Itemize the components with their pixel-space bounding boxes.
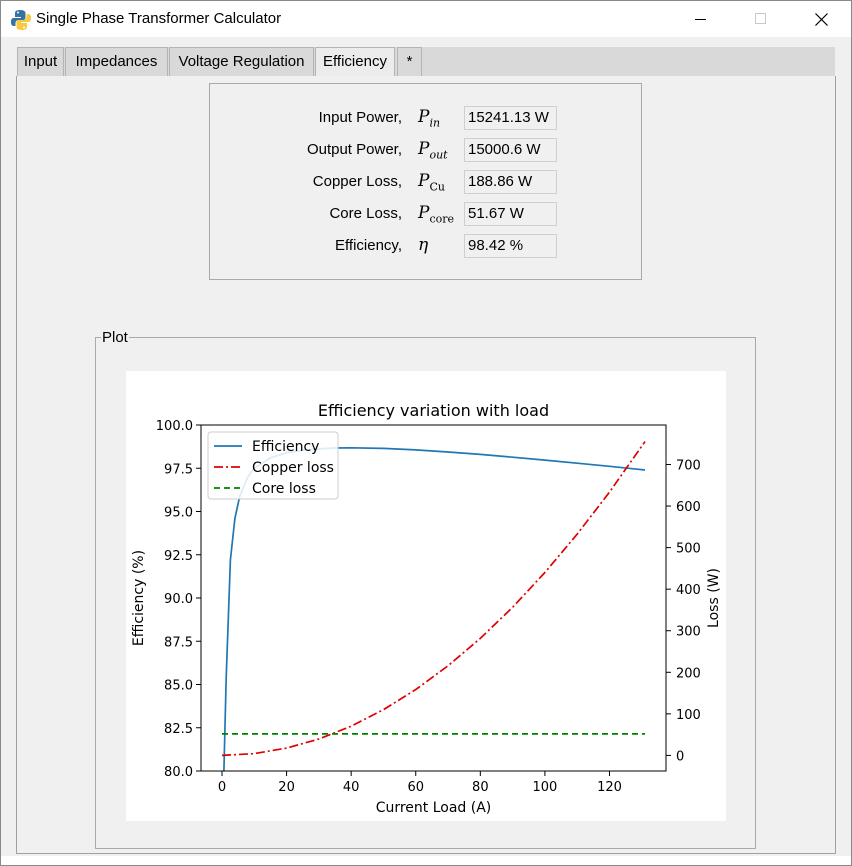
copper-loss-label: Copper Loss, xyxy=(312,173,402,190)
close-button[interactable] xyxy=(793,1,851,37)
x-tick-label: 0 xyxy=(218,780,226,795)
y2-tick-label: 600 xyxy=(676,500,701,515)
efficiency-symbol: η xyxy=(418,235,428,255)
plot-groupbox-title: Plot xyxy=(101,329,129,346)
legend-label: Efficiency xyxy=(252,439,319,455)
title-bar: Single Phase Transformer Calculator xyxy=(1,1,851,37)
x-tick-label: 100 xyxy=(532,780,557,795)
x-axis-label: Current Load (A) xyxy=(376,800,492,816)
plot-canvas: Efficiency variation with load 0 20 40 60 80 1… xyxy=(126,371,726,821)
y-tick-label: 85.0 xyxy=(164,679,193,694)
window-bottom-edge xyxy=(1,856,851,865)
input-power-row: Input Power, Pin 15241.13 W xyxy=(210,106,643,132)
input-power-label: Input Power, xyxy=(318,109,402,126)
y-tick-label: 87.5 xyxy=(164,635,193,650)
x-tick-label: 60 xyxy=(407,780,424,795)
plot-groupbox xyxy=(95,337,756,849)
window-title: Single Phase Transformer Calculator xyxy=(36,10,282,27)
maximize-icon xyxy=(755,13,766,24)
minimize-button[interactable] xyxy=(673,1,731,37)
y2-tick-label: 500 xyxy=(676,542,701,557)
input-power-value[interactable]: 15241.13 W xyxy=(464,106,557,130)
y2-tick-label: 200 xyxy=(676,666,701,681)
y-tick-label: 82.5 xyxy=(164,722,193,737)
core-loss-row: Core Loss, Pcore 51.67 W xyxy=(210,202,643,228)
output-power-value[interactable]: 15000.6 W xyxy=(464,138,557,162)
efficiency-symbol-base: η xyxy=(418,235,429,255)
tab-new[interactable]: * xyxy=(397,47,422,76)
y-axis-label: Efficiency (%) xyxy=(131,550,147,646)
input-power-symbol-base: P xyxy=(418,107,430,127)
efficiency-chart: Efficiency variation with load 0 20 40 60 80 1… xyxy=(131,401,722,816)
copper-loss-symbol-base: P xyxy=(418,171,430,191)
y2-tick-label: 300 xyxy=(676,625,701,640)
y2-tick-label: 100 xyxy=(676,708,701,723)
core-loss-symbol: Pcore xyxy=(418,203,454,225)
output-power-symbol-base: P xyxy=(418,139,430,159)
efficiency-row: Efficiency, η 98.42 % xyxy=(210,234,643,260)
y2-tick-label: 700 xyxy=(676,458,701,473)
efficiency-label: Efficiency, xyxy=(335,237,402,254)
output-power-row: Output Power, Pout 15000.6 W xyxy=(210,138,643,164)
legend-label: Copper loss xyxy=(252,460,334,476)
y2-tick-label: 0 xyxy=(676,749,684,764)
maximize-button[interactable] xyxy=(733,1,791,37)
input-power-symbol-sub: in xyxy=(429,116,441,130)
output-power-label: Output Power, xyxy=(306,141,402,158)
output-power-symbol-sub: out xyxy=(429,148,448,162)
tab-input[interactable]: Input xyxy=(17,47,64,76)
y-tick-label: 95.0 xyxy=(164,506,193,521)
copper-loss-value[interactable]: 188.86 W xyxy=(464,170,557,194)
core-loss-symbol-sub: core xyxy=(429,212,455,226)
legend-box xyxy=(207,431,339,500)
y-tick-label: 90.0 xyxy=(164,592,193,607)
input-power-symbol: Pin xyxy=(418,107,440,129)
chart-title: Efficiency variation with load xyxy=(318,401,549,420)
output-power-symbol: Pout xyxy=(418,139,448,161)
core-loss-symbol-base: P xyxy=(418,203,430,223)
y-tick-label: 100.0 xyxy=(156,419,193,434)
python-app-icon xyxy=(11,10,31,30)
copper-loss-row: Copper Loss, PCu 188.86 W xyxy=(210,170,643,196)
close-icon xyxy=(815,13,828,26)
y-tick-label: 97.5 xyxy=(164,462,193,477)
x-tick-label: 80 xyxy=(472,780,489,795)
efficiency-value[interactable]: 98.42 % xyxy=(464,234,557,258)
x-tick-label: 40 xyxy=(343,780,360,795)
minimize-icon xyxy=(695,19,706,20)
copper-loss-line xyxy=(221,441,646,757)
y2-tick-label: 400 xyxy=(676,583,701,598)
efficiency-results-panel: Input Power, Pin 15241.13 W Output Power… xyxy=(209,83,642,280)
tab-impedances[interactable]: Impedances xyxy=(65,47,168,76)
x-tick-label: 20 xyxy=(278,780,295,795)
x-tick-label: 120 xyxy=(597,780,622,795)
copper-loss-symbol: PCu xyxy=(418,171,445,193)
y-tick-label: 92.5 xyxy=(164,549,193,564)
core-loss-label: Core Loss, xyxy=(329,205,402,222)
plot-axes-frame xyxy=(200,424,667,772)
core-loss-value[interactable]: 51.67 W xyxy=(464,202,557,226)
legend-label: Core loss xyxy=(252,481,316,497)
tab-voltage-regulation[interactable]: Voltage Regulation xyxy=(169,47,314,76)
tab-efficiency[interactable]: Efficiency xyxy=(315,47,395,76)
y2-axis-label: Loss (W) xyxy=(706,568,722,628)
y-tick-label: 80.0 xyxy=(164,765,193,780)
copper-loss-symbol-sub: Cu xyxy=(429,180,445,194)
